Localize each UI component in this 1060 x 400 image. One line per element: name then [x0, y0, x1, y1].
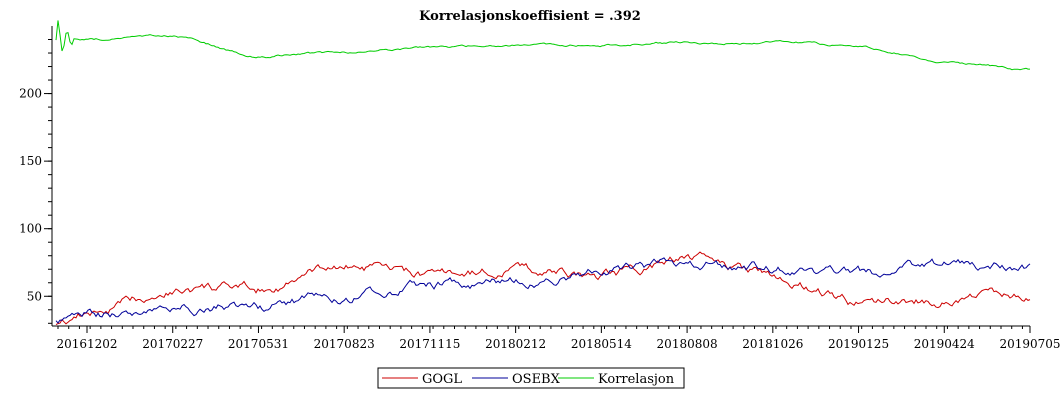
- x-tick-label: 20180808: [657, 337, 718, 351]
- x-tick-label: 20170531: [228, 337, 289, 351]
- y-tick-label: 200: [19, 87, 42, 101]
- x-tick-label: 20190424: [914, 337, 975, 351]
- x-tick-label: 20171115: [399, 337, 460, 351]
- x-tick-label: 20170823: [314, 337, 375, 351]
- x-tick-label: 20180514: [571, 337, 632, 351]
- x-tick-label: 20181026: [742, 337, 803, 351]
- series-layer: [55, 20, 1031, 326]
- x-tick-label: 20170227: [142, 337, 203, 351]
- legend-box: [377, 367, 685, 389]
- x-tick-label: 20190125: [828, 337, 889, 351]
- series-line-korrelasjon: [55, 20, 1030, 71]
- x-tick-label: 20161202: [56, 337, 117, 351]
- x-tick-label: 20180212: [485, 337, 546, 351]
- legend: GOGL OSEBX Korrelasjon: [377, 367, 685, 389]
- chart-title: Korrelasjonskoeffisient = .392: [419, 9, 641, 24]
- legend-label-osebx: OSEBX: [512, 372, 561, 387]
- y-tick-label: 50: [27, 289, 42, 303]
- y-tick-label: 100: [19, 222, 42, 236]
- axes: 50 100 150 200 20161202 20170227 20170531 20170…: [19, 26, 1060, 351]
- x-tick-label: 20190705: [999, 337, 1060, 351]
- series-line-gogl: [55, 251, 1031, 326]
- legend-label-korrelasjon: Korrelasjon: [598, 372, 675, 387]
- series-line-osebx: [55, 257, 1031, 324]
- y-tick-label: 150: [19, 154, 42, 168]
- legend-label-gogl: GOGL: [422, 372, 462, 387]
